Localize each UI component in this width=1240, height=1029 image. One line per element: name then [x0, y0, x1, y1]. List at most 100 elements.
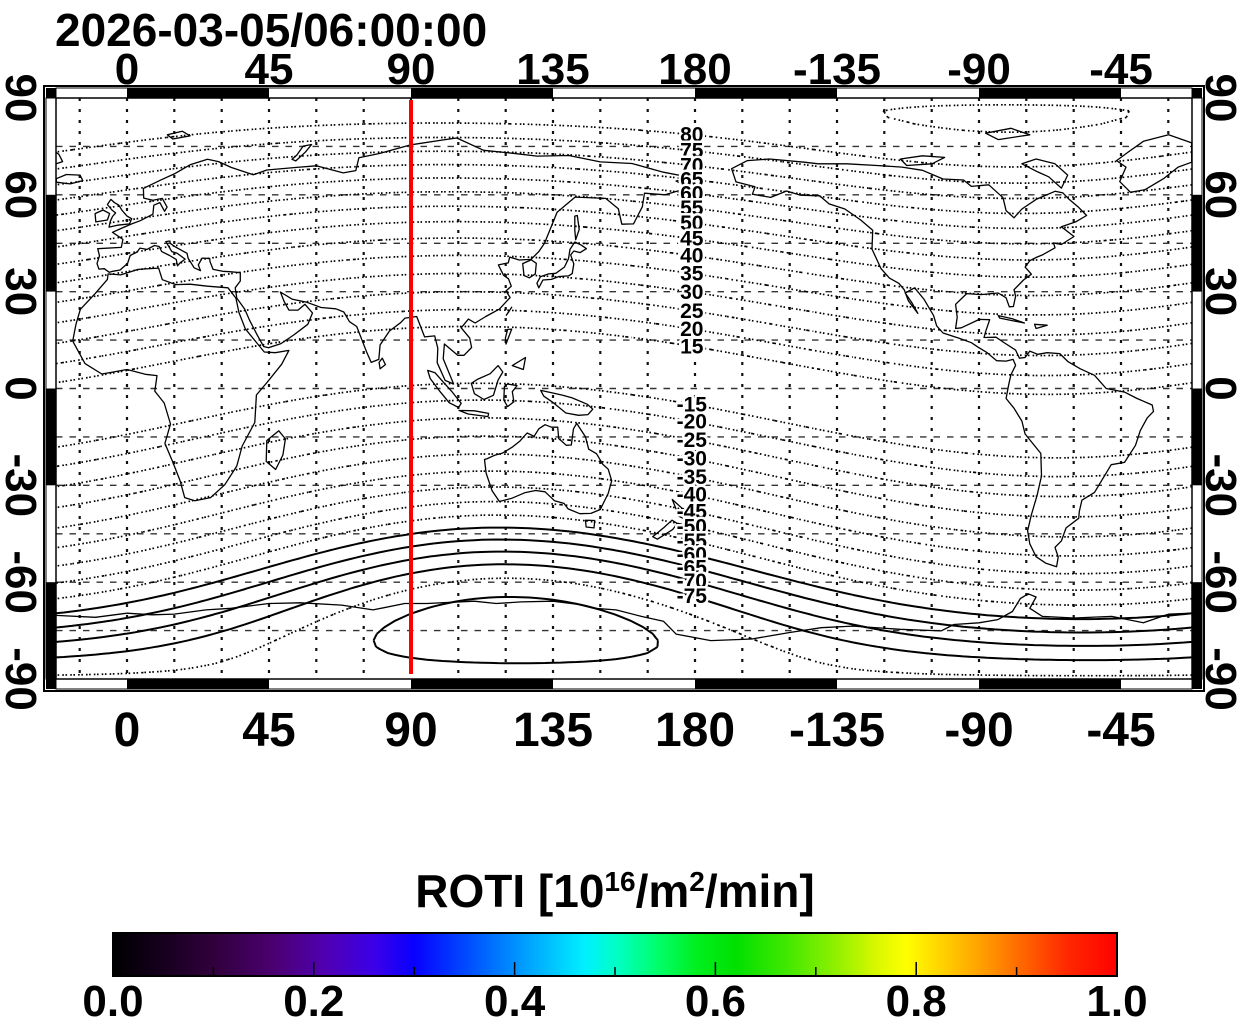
- contour-line-15: [56, 325, 1192, 396]
- coastline-ireland: [94, 209, 111, 223]
- coastline-taiwan: [505, 306, 513, 316]
- colorbar-tick-0.8: 0.8: [886, 977, 947, 1024]
- contour-line--25: [56, 417, 1192, 498]
- contour-label-40: 40: [680, 245, 703, 268]
- lat-tick-right--60: -60: [1196, 550, 1240, 614]
- contour-label-45: 45: [680, 228, 704, 251]
- contour-line-70: [56, 150, 1192, 200]
- lat-tick-left-60: 60: [0, 170, 45, 219]
- contour-label--70: -70: [677, 570, 707, 593]
- contour-label--45: -45: [677, 500, 708, 523]
- lon-tick-bottom-90: 90: [384, 704, 437, 757]
- contour-label-20: 20: [680, 318, 703, 341]
- contour-label-50: 50: [680, 212, 703, 235]
- coastline-japan: [536, 241, 588, 289]
- contour-line--60: [56, 526, 1192, 621]
- contour-label-15: 15: [680, 335, 704, 358]
- coastline-sakhalin: [574, 214, 580, 241]
- contour-line-60: [56, 177, 1192, 230]
- coastline-great-britain: [106, 198, 133, 228]
- coastline-tasmania: [584, 519, 596, 529]
- contour-label-30: 30: [680, 281, 703, 304]
- contour-line-75: [56, 136, 1192, 184]
- colorbar-tick-0.4: 0.4: [484, 977, 546, 1024]
- coastline-sumatra: [427, 369, 462, 409]
- lat-tick-right-60: 60: [1196, 170, 1240, 219]
- coastline-novaya-zemlya: [291, 143, 313, 162]
- lon-tick-bottom-0: 0: [114, 704, 141, 757]
- lon-tick-top-180: 180: [658, 45, 731, 94]
- coastline-mindanao: [511, 356, 527, 371]
- lon-tick-bottom-135: 135: [513, 704, 593, 757]
- colorbar-title: ROTI [1016/m2/min]: [415, 865, 814, 917]
- coastline-eurasia: [96, 137, 691, 385]
- contour-line-25: [56, 290, 1192, 357]
- timestamp-title: 2026-03-05/06:00:00: [55, 4, 487, 56]
- lat-tick-left--30: -30: [0, 454, 45, 518]
- contour-line--80: [56, 577, 1192, 677]
- contour-line-80: [56, 122, 1192, 168]
- contour-label--30: -30: [677, 448, 707, 471]
- contour-line--35: [56, 453, 1192, 538]
- contour-line--15: [56, 382, 1192, 459]
- contour-line--70: [56, 550, 1192, 647]
- contour-line-50: [56, 205, 1192, 261]
- colorbar: 0.0 0.2 0.4 0.6 0.8 1.0 ROTI [1016/m2/min]: [82, 865, 1147, 1026]
- coastline-sulawesi: [503, 383, 518, 408]
- contour-label--35: -35: [677, 466, 708, 489]
- lat-tick-left--60: -60: [0, 550, 45, 614]
- coastline-madagascar: [265, 430, 287, 471]
- lon-tick-bottom--45: -45: [1086, 704, 1155, 757]
- contour-line-55: [56, 190, 1192, 245]
- contour-label-65: 65: [680, 169, 704, 192]
- coastline-borneo: [470, 364, 504, 401]
- axis-tick-labels: 0045459090135135180180-135-135-90-90-45-…: [0, 45, 1240, 757]
- coastline-hispaniola: [1033, 323, 1048, 330]
- contour-label-55: 55: [680, 197, 704, 220]
- contour-line-35: [56, 254, 1192, 316]
- lat-tick-right-90: 90: [1196, 74, 1240, 123]
- contour-label-80: 80: [680, 124, 703, 147]
- contour-label-35: 35: [680, 263, 704, 286]
- contour-line-45: [56, 220, 1192, 279]
- contour-line-30: [56, 272, 1192, 336]
- lat-tick-right--30: -30: [1196, 454, 1240, 518]
- lon-tick-top--135: -135: [793, 45, 881, 94]
- lon-tick-top--45: -45: [1089, 45, 1153, 94]
- coastline-greenland-west-edge: [56, 151, 64, 165]
- lat-tick-left-90: 90: [0, 74, 45, 123]
- contour-label--40: -40: [677, 484, 707, 507]
- coastline-victoria-island: [899, 155, 946, 167]
- contour-line--65: [56, 538, 1192, 634]
- lon-tick-top-45: 45: [245, 45, 294, 94]
- lat-tick-left-30: 30: [0, 267, 45, 316]
- contour-label--55: -55: [677, 530, 708, 553]
- contour-label--75: -75: [677, 585, 708, 608]
- inner-frame: [55, 97, 1193, 680]
- coastlines: [56, 127, 1192, 642]
- coastline-svalbard: [166, 130, 191, 140]
- contour-line-20: [56, 308, 1192, 377]
- coastline-java: [458, 409, 490, 418]
- contour-line--40: [56, 470, 1192, 557]
- colorbar-tick-1.0: 1.0: [1086, 977, 1147, 1024]
- contour-label-75: 75: [680, 140, 704, 163]
- coastline-antarctica: [56, 593, 1192, 642]
- lon-tick-bottom-45: 45: [242, 704, 295, 757]
- coastline-new-guinea: [540, 389, 594, 416]
- coastline-sri-lanka: [378, 357, 387, 370]
- contour-label--25: -25: [677, 429, 708, 452]
- contour-label--15: -15: [677, 393, 708, 416]
- colorbar-tick-0.2: 0.2: [283, 977, 344, 1024]
- contour-line--50: [56, 500, 1192, 591]
- lon-tick-top-0: 0: [115, 45, 139, 94]
- coastline-nz-south: [652, 519, 678, 540]
- magnetic-latitude-contours: [56, 103, 1192, 677]
- contour-line--75: [56, 563, 1192, 662]
- map-zebra-frame: [43, 85, 1205, 692]
- contour-line--55: [56, 514, 1192, 606]
- colorbar-tick-0.6: 0.6: [685, 977, 746, 1024]
- contour-line-65: [56, 163, 1192, 215]
